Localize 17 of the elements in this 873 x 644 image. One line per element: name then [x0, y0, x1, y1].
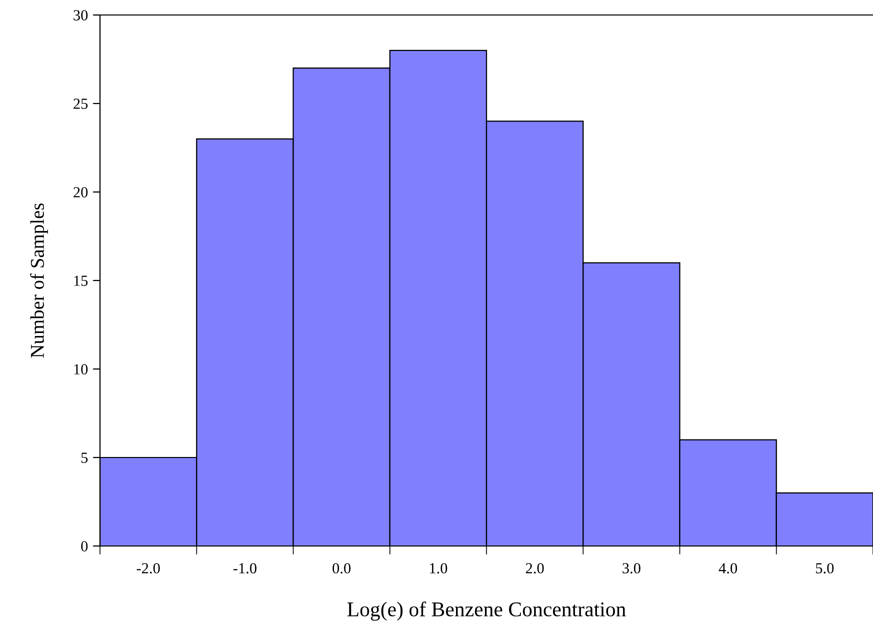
y-tick-label: 5: [81, 452, 88, 463]
y-tick-label: 30: [74, 10, 88, 20]
x-tick-label: -1.0: [233, 563, 256, 574]
x-tick-label: 4.0: [718, 563, 738, 574]
x-tick-label: 3.0: [622, 563, 640, 574]
x-tick-label: 0.0: [332, 563, 351, 574]
x-tick-label: 5.0: [816, 563, 834, 574]
x-tick-label: 2.0: [526, 563, 544, 574]
y-tick-label: 15: [74, 276, 88, 286]
y-tick-label: 20: [74, 187, 88, 198]
y-tick-label: 0: [81, 541, 88, 552]
y-tick-label: 10: [74, 364, 88, 374]
x-tick-label: -2.0: [136, 563, 160, 574]
x-tick-label: 1.0: [430, 563, 448, 574]
y-tick-label: 25: [74, 98, 88, 109]
y-axis-title: Number of Samples: [30, 203, 48, 358]
x-axis-title: Log(e) of Benzene Concentration: [347, 602, 626, 621]
